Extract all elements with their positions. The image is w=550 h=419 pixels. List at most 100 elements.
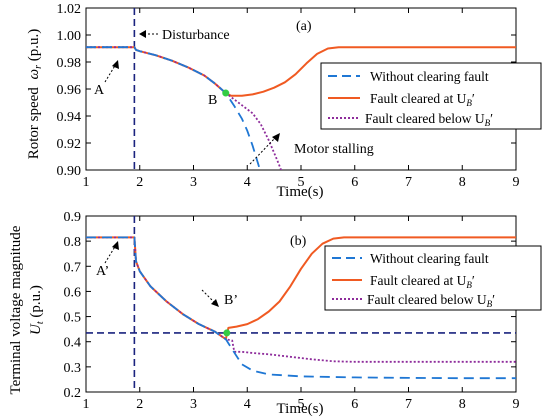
point-a-prime-label: A’ xyxy=(96,264,109,279)
panel-a-xtick-label: 6 xyxy=(351,175,358,190)
panel-a-series-1-line xyxy=(86,46,261,170)
panel-a-series-group xyxy=(86,8,516,170)
panel-a-ytick-label: 1.02 xyxy=(57,2,82,17)
stalling-label: Motor stalling xyxy=(294,142,374,157)
panel-b-ylabel2: Ut (p.u.) xyxy=(28,285,46,335)
panel-b-ytick-label: 0.5 xyxy=(64,311,82,326)
legend-a-entry-3-suffix: ′ xyxy=(490,111,493,126)
panel-a-series-3-line xyxy=(86,46,283,170)
point-a-prime-arrowhead xyxy=(112,241,119,250)
panel-b-legend: Without clearing fault Fault cleared at … xyxy=(324,245,542,311)
panel-b: 1 2 3 4 5 6 7 8 9 0.2 0.3 0.4 0.5 0.6 0.7 0.8 0.9 (b) Ti… xyxy=(8,210,542,417)
panel-a: 1 2 3 4 5 6 7 8 9 0.90 0.92 0.94 0.96 0.98 1.00 1.02 (a… xyxy=(26,2,542,200)
panel-a-ytick-label: 0.94 xyxy=(57,110,82,125)
panel-b-ylabel2-symbol: U xyxy=(28,323,44,335)
panel-a-xtick-label: 4 xyxy=(244,175,251,190)
panel-b-xtick-label: 1 xyxy=(83,397,90,412)
panel-b-plot-area: 1 2 3 4 5 6 7 8 9 0.2 0.3 0.4 0.5 0.6 0.7 0.8 0.9 xyxy=(64,210,520,412)
panel-b-series-3-line xyxy=(86,236,516,363)
legend-a-entry-2: Fault cleared at UB′ xyxy=(370,91,475,108)
legend-b-entry-2-sub: B xyxy=(466,280,472,290)
point-a-prime-arrow xyxy=(104,244,117,264)
panel-a-ylabel: Rotor speed ωr (p.u.) xyxy=(26,29,44,160)
legend-a-entry-3-text: Fault cleared below U xyxy=(365,111,485,126)
panel-b-ytick-label: 0.8 xyxy=(64,235,82,250)
legend-b-entry-2: Fault cleared at UB′ xyxy=(370,273,475,290)
panel-a-ytick-label: 0.96 xyxy=(57,83,82,98)
annotation-point-b: B xyxy=(208,93,217,108)
panel-a-label: (a) xyxy=(296,19,312,34)
point-a-arrowhead xyxy=(112,60,119,69)
panel-b-ytick-label: 0.7 xyxy=(64,260,82,275)
panel-a-ytick-label: 1.00 xyxy=(57,29,82,44)
panel-b-label: (b) xyxy=(290,234,307,249)
annotation-disturbance: Disturbance xyxy=(139,28,230,43)
annotation-point-a-prime: A’ xyxy=(96,241,119,279)
panel-a-ylabel-text: Rotor speed xyxy=(26,87,42,160)
legend-a-entry-2-sub: B xyxy=(466,98,472,108)
panel-a-marker-point xyxy=(222,89,230,97)
panel-a-ytick-label: 0.90 xyxy=(57,164,82,179)
legend-b-entry-3-suffix: ′ xyxy=(492,292,495,307)
point-a-label: A xyxy=(94,83,105,98)
legend-b-entry-3: Fault cleared below UB′ xyxy=(367,292,495,309)
legend-a-entry-3: Fault cleared below UB′ xyxy=(365,111,493,128)
legend-b-entry-2-suffix: ′ xyxy=(472,273,475,288)
point-b-prime-arrow xyxy=(201,289,216,304)
disturbance-label: Disturbance xyxy=(162,28,230,43)
panel-a-ytick-label: 0.92 xyxy=(57,137,82,152)
panel-b-xtick-label: 9 xyxy=(513,397,520,412)
panel-b-ylabel2-subscript: t xyxy=(35,321,46,324)
panel-b-xtick-label: 8 xyxy=(459,397,466,412)
legend-b-entry-3-text: Fault cleared below U xyxy=(367,292,487,307)
panel-a-xtick-label: 7 xyxy=(405,175,412,190)
legend-a-entry-3-sub: B xyxy=(485,118,491,128)
panel-a-ylabel-subscript: r xyxy=(33,65,44,69)
panel-b-xtick-label: 6 xyxy=(351,397,358,412)
panel-b-ytick-label: 0.3 xyxy=(64,361,82,376)
point-a-arrow xyxy=(104,63,117,83)
point-b-prime-arrowhead xyxy=(211,299,219,307)
panel-a-xtick-label: 5 xyxy=(298,175,305,190)
legend-a-entry-1: Without clearing fault xyxy=(370,69,489,84)
panel-b-ylabel: Terminal voltage magnitude xyxy=(8,225,24,394)
disturbance-arrowhead xyxy=(139,30,146,38)
annotation-point-b-prime: B’ xyxy=(201,289,238,308)
panel-b-ytick-label: 0.4 xyxy=(64,336,82,351)
legend-b-entry-1: Without clearing fault xyxy=(370,251,489,266)
annotation-stalling: Motor stalling xyxy=(249,133,374,165)
panel-b-series-1-line xyxy=(86,236,516,380)
point-b-prime-label: B’ xyxy=(224,293,238,308)
panel-a-xtick-label: 3 xyxy=(190,175,197,190)
panel-a-ylabel-symbol: ω xyxy=(26,69,42,80)
panel-b-ytick-label: 0.2 xyxy=(64,386,82,401)
panel-b-xtick-label: 4 xyxy=(244,397,251,412)
legend-b-entry-3-sub: B xyxy=(487,299,493,309)
panel-b-ytick-label: 0.9 xyxy=(64,210,82,225)
annotation-point-a: A xyxy=(94,60,119,98)
legend-a-entry-2-text: Fault cleared at U xyxy=(370,91,467,106)
panel-b-ylabel2-unit: (p.u.) xyxy=(28,285,44,321)
panel-a-xtick-label: 8 xyxy=(459,175,466,190)
point-b-label: B xyxy=(208,93,217,108)
panel-b-xtick-label: 5 xyxy=(298,397,305,412)
panel-b-xlabel: Time(s) xyxy=(277,401,324,417)
panel-a-xlabel: Time(s) xyxy=(277,184,324,200)
panel-b-xtick-label: 7 xyxy=(405,397,412,412)
panel-b-xtick-label: 3 xyxy=(190,397,197,412)
panel-a-ytick-label: 0.98 xyxy=(57,56,82,71)
panel-a-xtick-label: 1 xyxy=(83,175,90,190)
panel-b-xtick-label: 2 xyxy=(136,397,143,412)
panel-b-marker-point xyxy=(223,329,231,337)
legend-b-entry-2-text: Fault cleared at U xyxy=(370,273,467,288)
legend-a-entry-2-suffix: ′ xyxy=(472,91,475,106)
panel-a-plot-area: 1 2 3 4 5 6 7 8 9 0.90 0.92 0.94 0.96 0.98 1.00 1.02 xyxy=(57,2,520,190)
panel-a-ylabel-unit: (p.u.) xyxy=(26,29,42,65)
panel-a-xtick-label: 2 xyxy=(136,175,143,190)
panel-b-series-group xyxy=(86,216,516,392)
panel-a-xtick-label: 9 xyxy=(513,175,520,190)
stalling-arrowhead xyxy=(272,133,280,142)
panel-b-ytick-label: 0.6 xyxy=(64,285,82,300)
panel-a-legend: Without clearing fault Fault cleared at … xyxy=(320,62,542,130)
